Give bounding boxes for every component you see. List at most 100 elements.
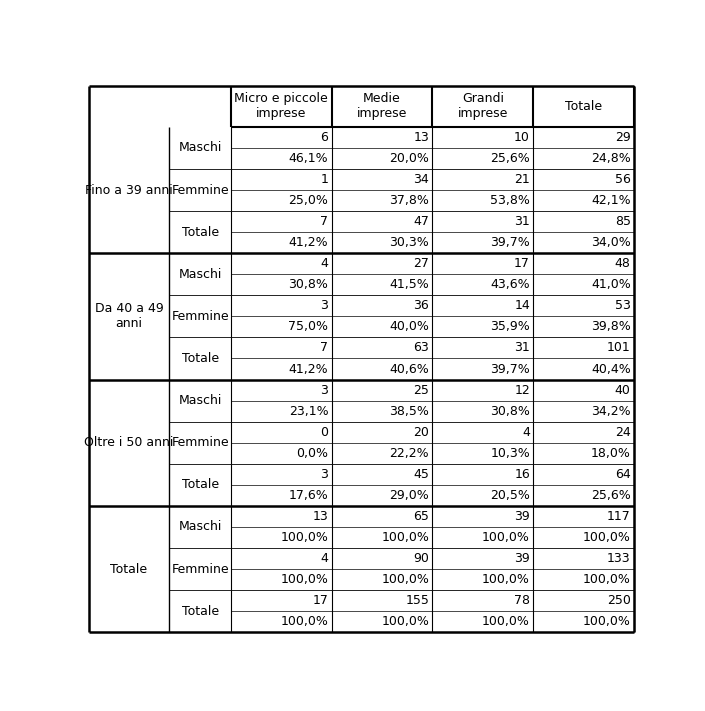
Text: 53,8%: 53,8%	[490, 194, 530, 207]
Text: 13: 13	[313, 510, 329, 523]
Text: 100,0%: 100,0%	[583, 615, 631, 629]
Text: Oltre i 50 anni: Oltre i 50 anni	[85, 437, 173, 449]
Text: 25,6%: 25,6%	[490, 152, 530, 165]
Text: 100,0%: 100,0%	[583, 531, 631, 544]
Text: 41,2%: 41,2%	[289, 236, 329, 249]
Text: Grandi
imprese: Grandi imprese	[458, 92, 508, 120]
Text: 100,0%: 100,0%	[381, 531, 429, 544]
Text: 41,2%: 41,2%	[289, 363, 329, 375]
Text: 53: 53	[615, 299, 631, 312]
Text: 24,8%: 24,8%	[591, 152, 631, 165]
Text: 34: 34	[413, 173, 429, 186]
Text: Femmine: Femmine	[171, 562, 229, 576]
Text: 40,0%: 40,0%	[389, 321, 429, 333]
Text: 25: 25	[413, 383, 429, 397]
Text: 100,0%: 100,0%	[381, 573, 429, 586]
Text: 3: 3	[321, 383, 329, 397]
Text: 20: 20	[413, 426, 429, 439]
Text: 4: 4	[522, 426, 530, 439]
Text: Totale: Totale	[182, 352, 219, 365]
Text: 31: 31	[514, 215, 530, 228]
Text: 14: 14	[514, 299, 530, 312]
Text: 39: 39	[514, 552, 530, 565]
Text: Medie
imprese: Medie imprese	[357, 92, 407, 120]
Text: 30,8%: 30,8%	[288, 278, 329, 292]
Text: Maschi: Maschi	[178, 520, 222, 533]
Text: 4: 4	[321, 552, 329, 565]
Text: 24: 24	[615, 426, 631, 439]
Text: 100,0%: 100,0%	[583, 573, 631, 586]
Text: 42,1%: 42,1%	[591, 194, 631, 207]
Text: 0: 0	[321, 426, 329, 439]
Text: 17,6%: 17,6%	[289, 489, 329, 502]
Text: 100,0%: 100,0%	[482, 573, 530, 586]
Text: 101: 101	[607, 341, 631, 355]
Text: 100,0%: 100,0%	[381, 615, 429, 629]
Text: 41,0%: 41,0%	[591, 278, 631, 292]
Text: 38,5%: 38,5%	[389, 405, 429, 417]
Text: 1: 1	[321, 173, 329, 186]
Text: 41,5%: 41,5%	[389, 278, 429, 292]
Text: 7: 7	[321, 215, 329, 228]
Text: 35,9%: 35,9%	[490, 321, 530, 333]
Text: Totale: Totale	[111, 562, 147, 576]
Text: 85: 85	[615, 215, 631, 228]
Text: 45: 45	[413, 468, 429, 481]
Text: Femmine: Femmine	[171, 310, 229, 323]
Text: 31: 31	[514, 341, 530, 355]
Text: 10: 10	[514, 131, 530, 144]
Text: Da 40 a 49
anni: Da 40 a 49 anni	[94, 302, 164, 331]
Text: 155: 155	[405, 594, 429, 607]
Text: 46,1%: 46,1%	[289, 152, 329, 165]
Text: 21: 21	[514, 173, 530, 186]
Text: 78: 78	[514, 594, 530, 607]
Text: 39,7%: 39,7%	[490, 236, 530, 249]
Text: 34,2%: 34,2%	[591, 405, 631, 417]
Text: 47: 47	[413, 215, 429, 228]
Text: 18,0%: 18,0%	[591, 447, 631, 460]
Text: 100,0%: 100,0%	[281, 615, 329, 629]
Text: 13: 13	[413, 131, 429, 144]
Text: 16: 16	[514, 468, 530, 481]
Text: 133: 133	[607, 552, 631, 565]
Text: 23,1%: 23,1%	[289, 405, 329, 417]
Text: Maschi: Maschi	[178, 394, 222, 407]
Text: 3: 3	[321, 468, 329, 481]
Text: 29,0%: 29,0%	[389, 489, 429, 502]
Text: 36: 36	[413, 299, 429, 312]
Text: Totale: Totale	[565, 100, 602, 113]
Text: Maschi: Maschi	[178, 268, 222, 281]
Text: Femmine: Femmine	[171, 183, 229, 196]
Text: 39: 39	[514, 510, 530, 523]
Text: 90: 90	[413, 552, 429, 565]
Text: 100,0%: 100,0%	[482, 615, 530, 629]
Text: 10,3%: 10,3%	[490, 447, 530, 460]
Text: 250: 250	[607, 594, 631, 607]
Text: 25,6%: 25,6%	[591, 489, 631, 502]
Text: Fino a 39 anni: Fino a 39 anni	[85, 183, 173, 196]
Text: 30,3%: 30,3%	[389, 236, 429, 249]
Text: 27: 27	[413, 257, 429, 270]
Text: 0,0%: 0,0%	[297, 447, 329, 460]
Text: 100,0%: 100,0%	[281, 531, 329, 544]
Text: 39,7%: 39,7%	[490, 363, 530, 375]
Text: 63: 63	[413, 341, 429, 355]
Text: 29: 29	[615, 131, 631, 144]
Text: 4: 4	[321, 257, 329, 270]
Text: 65: 65	[413, 510, 429, 523]
Text: 3: 3	[321, 299, 329, 312]
Text: 20,0%: 20,0%	[389, 152, 429, 165]
Text: 100,0%: 100,0%	[281, 573, 329, 586]
Text: Micro e piccole
imprese: Micro e piccole imprese	[235, 92, 329, 120]
Text: 100,0%: 100,0%	[482, 531, 530, 544]
Text: 6: 6	[321, 131, 329, 144]
Text: Maschi: Maschi	[178, 141, 222, 154]
Text: 56: 56	[615, 173, 631, 186]
Text: 7: 7	[321, 341, 329, 355]
Text: 17: 17	[514, 257, 530, 270]
Text: 43,6%: 43,6%	[490, 278, 530, 292]
Text: 22,2%: 22,2%	[390, 447, 429, 460]
Text: 34,0%: 34,0%	[591, 236, 631, 249]
Text: 12: 12	[514, 383, 530, 397]
Text: 48: 48	[615, 257, 631, 270]
